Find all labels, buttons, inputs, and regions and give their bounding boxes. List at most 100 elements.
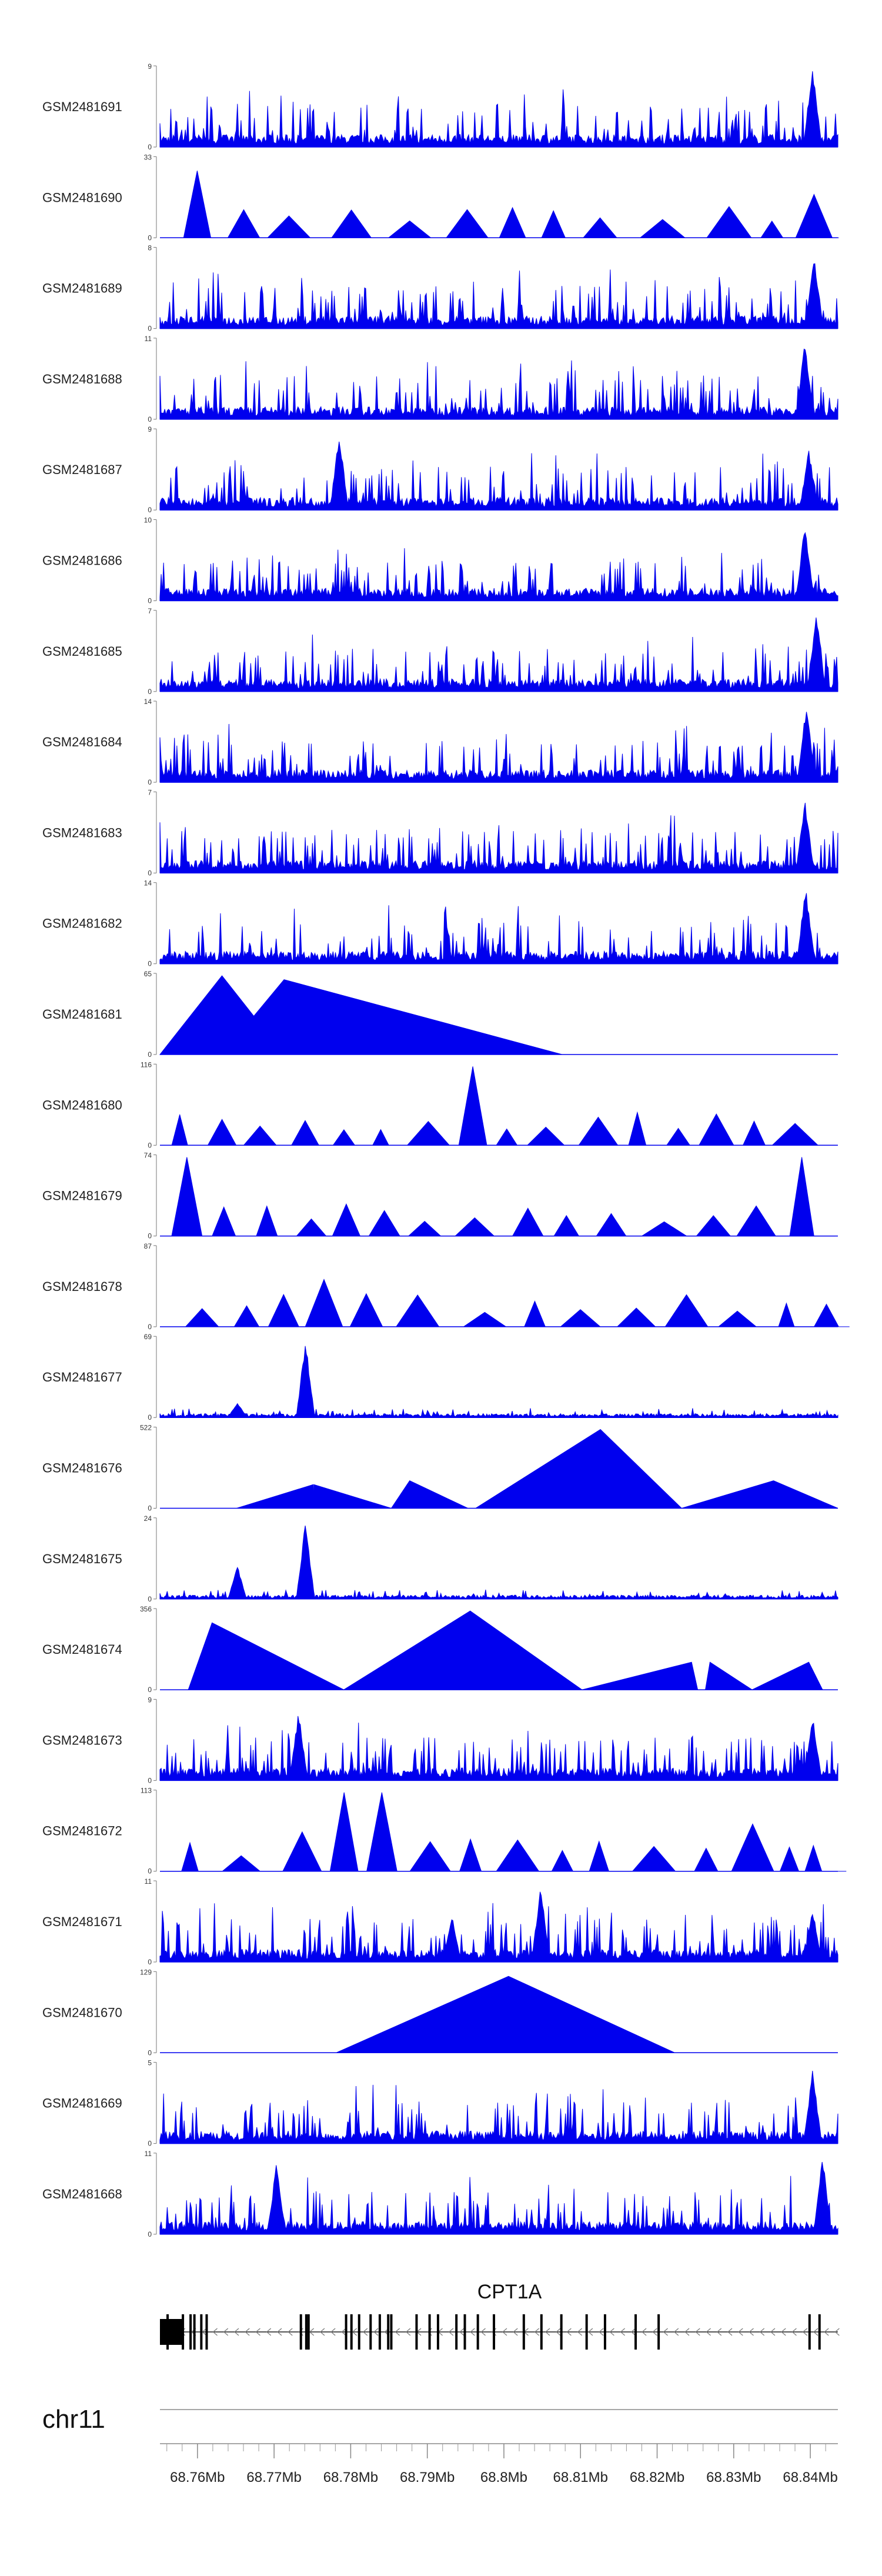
coverage-segment <box>390 1480 468 1509</box>
gene-exon <box>299 2314 302 2350</box>
strand-arrow <box>813 2328 818 2336</box>
track: GSM2481677 69 0 <box>42 1333 838 1422</box>
track: GSM2481678 87 0 <box>42 1242 850 1331</box>
y-max-label: 24 <box>144 1514 152 1523</box>
coverage-area <box>181 1792 847 1872</box>
strand-arrow <box>362 2328 368 2336</box>
strand-arrow <box>341 2328 346 2336</box>
strand-arrow <box>630 2328 636 2336</box>
track: GSM2481673 9 0 <box>42 1696 838 1784</box>
track-label: GSM2481673 <box>42 1733 122 1747</box>
y-min-label: 0 <box>148 1595 152 1603</box>
strand-arrow <box>556 2328 561 2336</box>
track-label: GSM2481688 <box>42 372 122 386</box>
strand-arrow <box>566 2328 572 2336</box>
axis-tick-label: 68.82Mb <box>630 2470 684 2485</box>
track-label: GSM2481670 <box>42 2005 122 2020</box>
y-max-label: 9 <box>148 425 152 433</box>
y-min-label: 0 <box>148 1323 152 1331</box>
y-min-label: 0 <box>148 1504 152 1513</box>
strand-arrow <box>738 2328 743 2336</box>
coverage-segment <box>475 1429 683 1509</box>
y-min-label: 0 <box>148 960 152 968</box>
track-label: GSM2481675 <box>42 1551 122 1566</box>
strand-arrow <box>824 2328 829 2336</box>
gene-exon <box>657 2314 660 2350</box>
strand-arrow <box>255 2328 260 2336</box>
track-label: GSM2481671 <box>42 1914 122 1929</box>
strand-arrow <box>405 2328 411 2336</box>
y-max-label: 69 <box>144 1333 152 1341</box>
strand-arrow <box>330 2328 336 2336</box>
strand-arrow <box>577 2328 583 2336</box>
track: GSM2481683 7 0 <box>42 788 838 877</box>
y-min-label: 0 <box>148 2048 152 2057</box>
gene-exon <box>463 2314 466 2350</box>
y-min-label: 0 <box>148 1413 152 1422</box>
track: GSM2481675 24 0 <box>42 1514 838 1603</box>
strand-arrow <box>663 2328 668 2336</box>
track: GSM2481687 9 0 <box>42 425 838 514</box>
y-max-label: 356 <box>140 1605 152 1613</box>
strand-arrow <box>834 2328 840 2336</box>
gene-utr-block <box>160 2319 183 2345</box>
y-min-label: 0 <box>148 2230 152 2238</box>
coverage-tracks: GSM248169190GSM2481690330GSM248168980GSM… <box>42 62 850 2238</box>
track: GSM2481668 11 0 <box>42 2150 838 2238</box>
strand-arrow <box>599 2328 604 2336</box>
strand-arrow <box>652 2328 657 2336</box>
strand-arrow <box>395 2328 400 2336</box>
y-min-label: 0 <box>148 1232 152 1240</box>
track-label: GSM2481684 <box>42 735 122 749</box>
gene-exon <box>428 2314 431 2350</box>
gene-exon <box>493 2314 496 2350</box>
coverage-segment <box>681 1480 838 1509</box>
y-min-label: 0 <box>148 1050 152 1059</box>
gene-exon <box>205 2314 208 2350</box>
strand-arrow <box>502 2328 507 2336</box>
y-max-label: 33 <box>144 153 152 161</box>
track: GSM2481684 14 0 <box>42 698 838 786</box>
track-label: GSM2481687 <box>42 462 122 477</box>
strand-arrow <box>277 2328 282 2336</box>
gene-exon <box>634 2314 637 2350</box>
coverage-segment <box>236 1484 315 1509</box>
coverage-segment <box>342 1610 583 1690</box>
track: GSM2481688 11 0 <box>42 335 838 423</box>
gene-exon <box>560 2314 563 2350</box>
strand-arrow <box>781 2328 786 2336</box>
strand-arrow <box>373 2328 379 2336</box>
coverage-area <box>159 1891 838 1963</box>
strand-arrow <box>470 2328 475 2336</box>
y-max-label: 113 <box>141 1787 152 1795</box>
y-max-label: 14 <box>144 879 152 887</box>
y-min-label: 0 <box>148 597 152 605</box>
y-min-label: 0 <box>148 1686 152 1694</box>
coverage-area <box>159 263 838 329</box>
coverage-area <box>159 1346 838 1418</box>
track-label: GSM2481674 <box>42 1642 122 1657</box>
strand-arrow <box>212 2328 218 2336</box>
strand-arrow <box>448 2328 454 2336</box>
coverage-segment <box>336 1976 675 2053</box>
y-max-label: 522 <box>140 1424 152 1432</box>
strand-arrow <box>288 2328 293 2336</box>
strand-arrow <box>545 2328 550 2336</box>
track: GSM2481671 11 0 <box>42 1877 838 1966</box>
track-label: GSM2481677 <box>42 1370 122 1384</box>
strand-arrow <box>749 2328 754 2336</box>
coverage-area <box>159 532 838 601</box>
y-max-label: 9 <box>148 1696 152 1704</box>
y-max-label: 74 <box>144 1152 152 1160</box>
gene-exon <box>818 2314 821 2350</box>
track-label: GSM2481676 <box>42 1461 122 1476</box>
gene-exon <box>369 2314 372 2350</box>
strand-arrow <box>245 2328 250 2336</box>
track: GSM2481672 113 0 <box>42 1787 847 1876</box>
coverage-area <box>159 712 838 783</box>
gene-exon <box>378 2314 381 2350</box>
track: GSM2481681 65 0 <box>42 970 838 1059</box>
coverage-area <box>183 171 839 238</box>
y-min-label: 0 <box>148 506 152 514</box>
gene-exon <box>166 2314 169 2350</box>
